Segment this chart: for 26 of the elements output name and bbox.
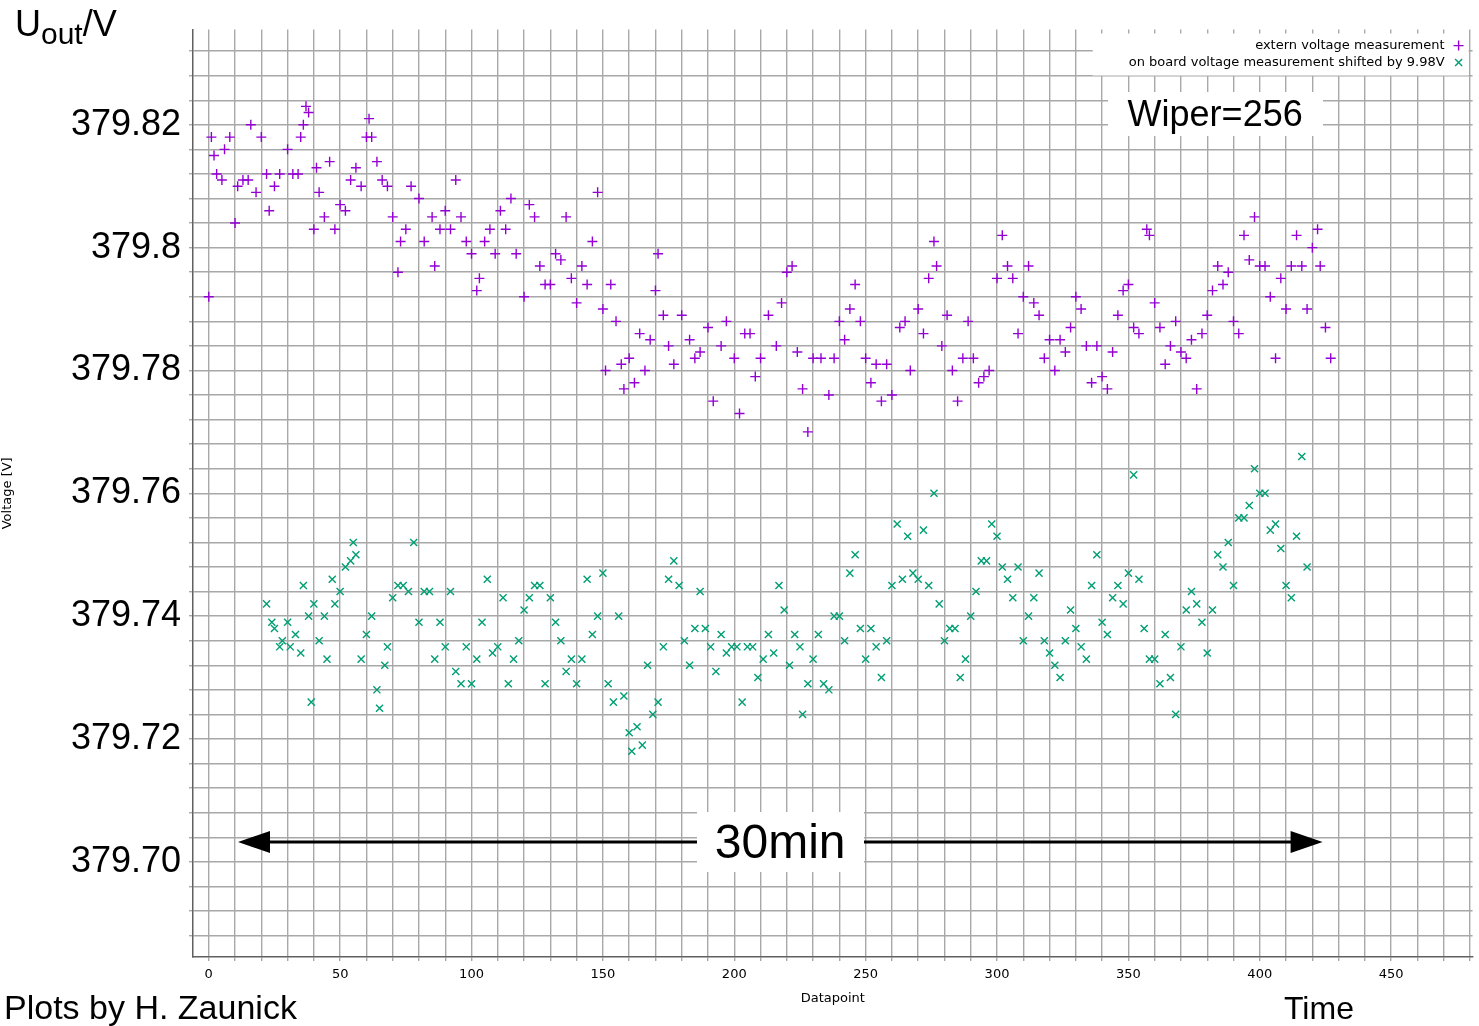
x-tick-label: 50 xyxy=(331,966,349,982)
y-tick-label: 379.74 xyxy=(70,593,181,635)
x-tick-label: 200 xyxy=(721,966,747,982)
x-tick-label: 350 xyxy=(1115,966,1141,982)
y-tick-label: 379.76 xyxy=(70,470,181,512)
y-tick-label: 379.82 xyxy=(70,101,181,143)
x-tick-label: 0 xyxy=(204,966,213,982)
x-tick-label: 400 xyxy=(1247,966,1273,982)
text: Time xyxy=(1284,990,1354,1026)
annotation: 30min xyxy=(696,812,864,872)
legend-label: extern voltage measurement xyxy=(1255,36,1445,52)
y-tick-label: 379.78 xyxy=(70,347,181,389)
legend-label: on board voltage measurement shifted by 9.98V xyxy=(1128,53,1445,69)
text: U$_{out}$/V xyxy=(15,3,117,51)
x-tick-label: 100 xyxy=(459,966,484,982)
y-tick-label: 379.72 xyxy=(70,715,181,757)
annotation: Wiper=256 xyxy=(1107,91,1323,136)
x-tick-label: 250 xyxy=(853,966,879,982)
x-tick-label: 450 xyxy=(1378,966,1404,982)
y-axis-title: Voltage [V] xyxy=(0,457,15,530)
y-tick-label: 379.70 xyxy=(70,838,181,880)
text: Plots by H. Zaunick xyxy=(4,988,297,1026)
x-tick-label: 300 xyxy=(984,966,1010,982)
y-tick-label: 379.8 xyxy=(90,224,181,266)
x-axis-title: Datapoint xyxy=(800,989,865,1005)
x-tick-label: 150 xyxy=(590,966,616,982)
